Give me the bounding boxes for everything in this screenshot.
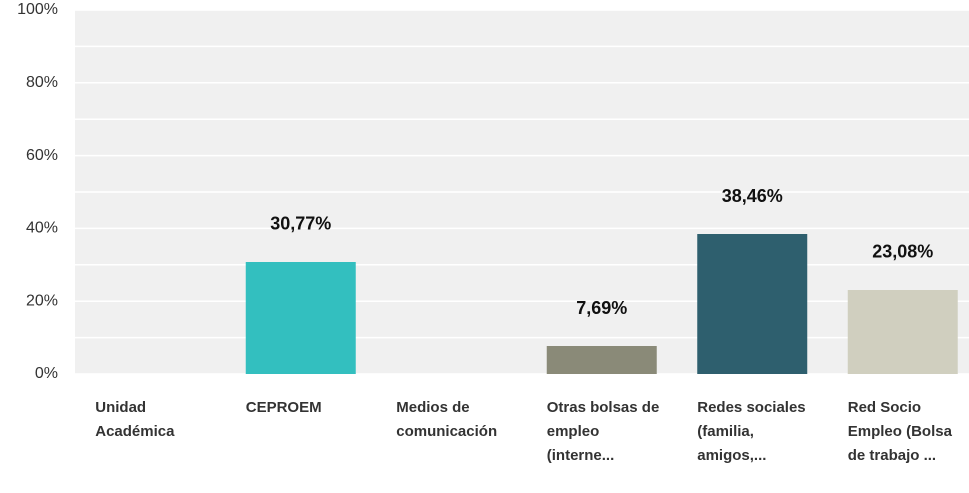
bar — [245, 261, 356, 374]
y-tick-label: 80% — [26, 74, 58, 91]
y-tick-label: 0% — [35, 365, 58, 382]
bar — [697, 234, 808, 374]
x-tick-label: CEPROEM — [245, 399, 322, 416]
x-tick-label: Red Socio Empleo (Bolsa de trabajo ... — [847, 399, 952, 464]
value-label: 30,77% — [270, 214, 331, 234]
y-tick-label: 100% — [17, 1, 58, 18]
value-label: 7,69% — [576, 298, 627, 318]
x-tick-label: Otras bolsas de empleo (interne... — [546, 399, 660, 464]
bar — [847, 289, 958, 374]
y-tick-label: 60% — [26, 147, 58, 164]
y-tick-label: 20% — [26, 292, 58, 309]
x-tick-label: Medios de comunicación — [396, 399, 498, 440]
value-label: 23,08% — [872, 242, 933, 262]
bar — [546, 346, 657, 374]
y-tick-label: 40% — [26, 220, 58, 237]
value-label: 38,46% — [722, 186, 783, 206]
x-tick-label: Redes sociales (familia, amigos,... — [697, 399, 806, 464]
x-tick-label: Unidad Académica — [95, 399, 175, 440]
